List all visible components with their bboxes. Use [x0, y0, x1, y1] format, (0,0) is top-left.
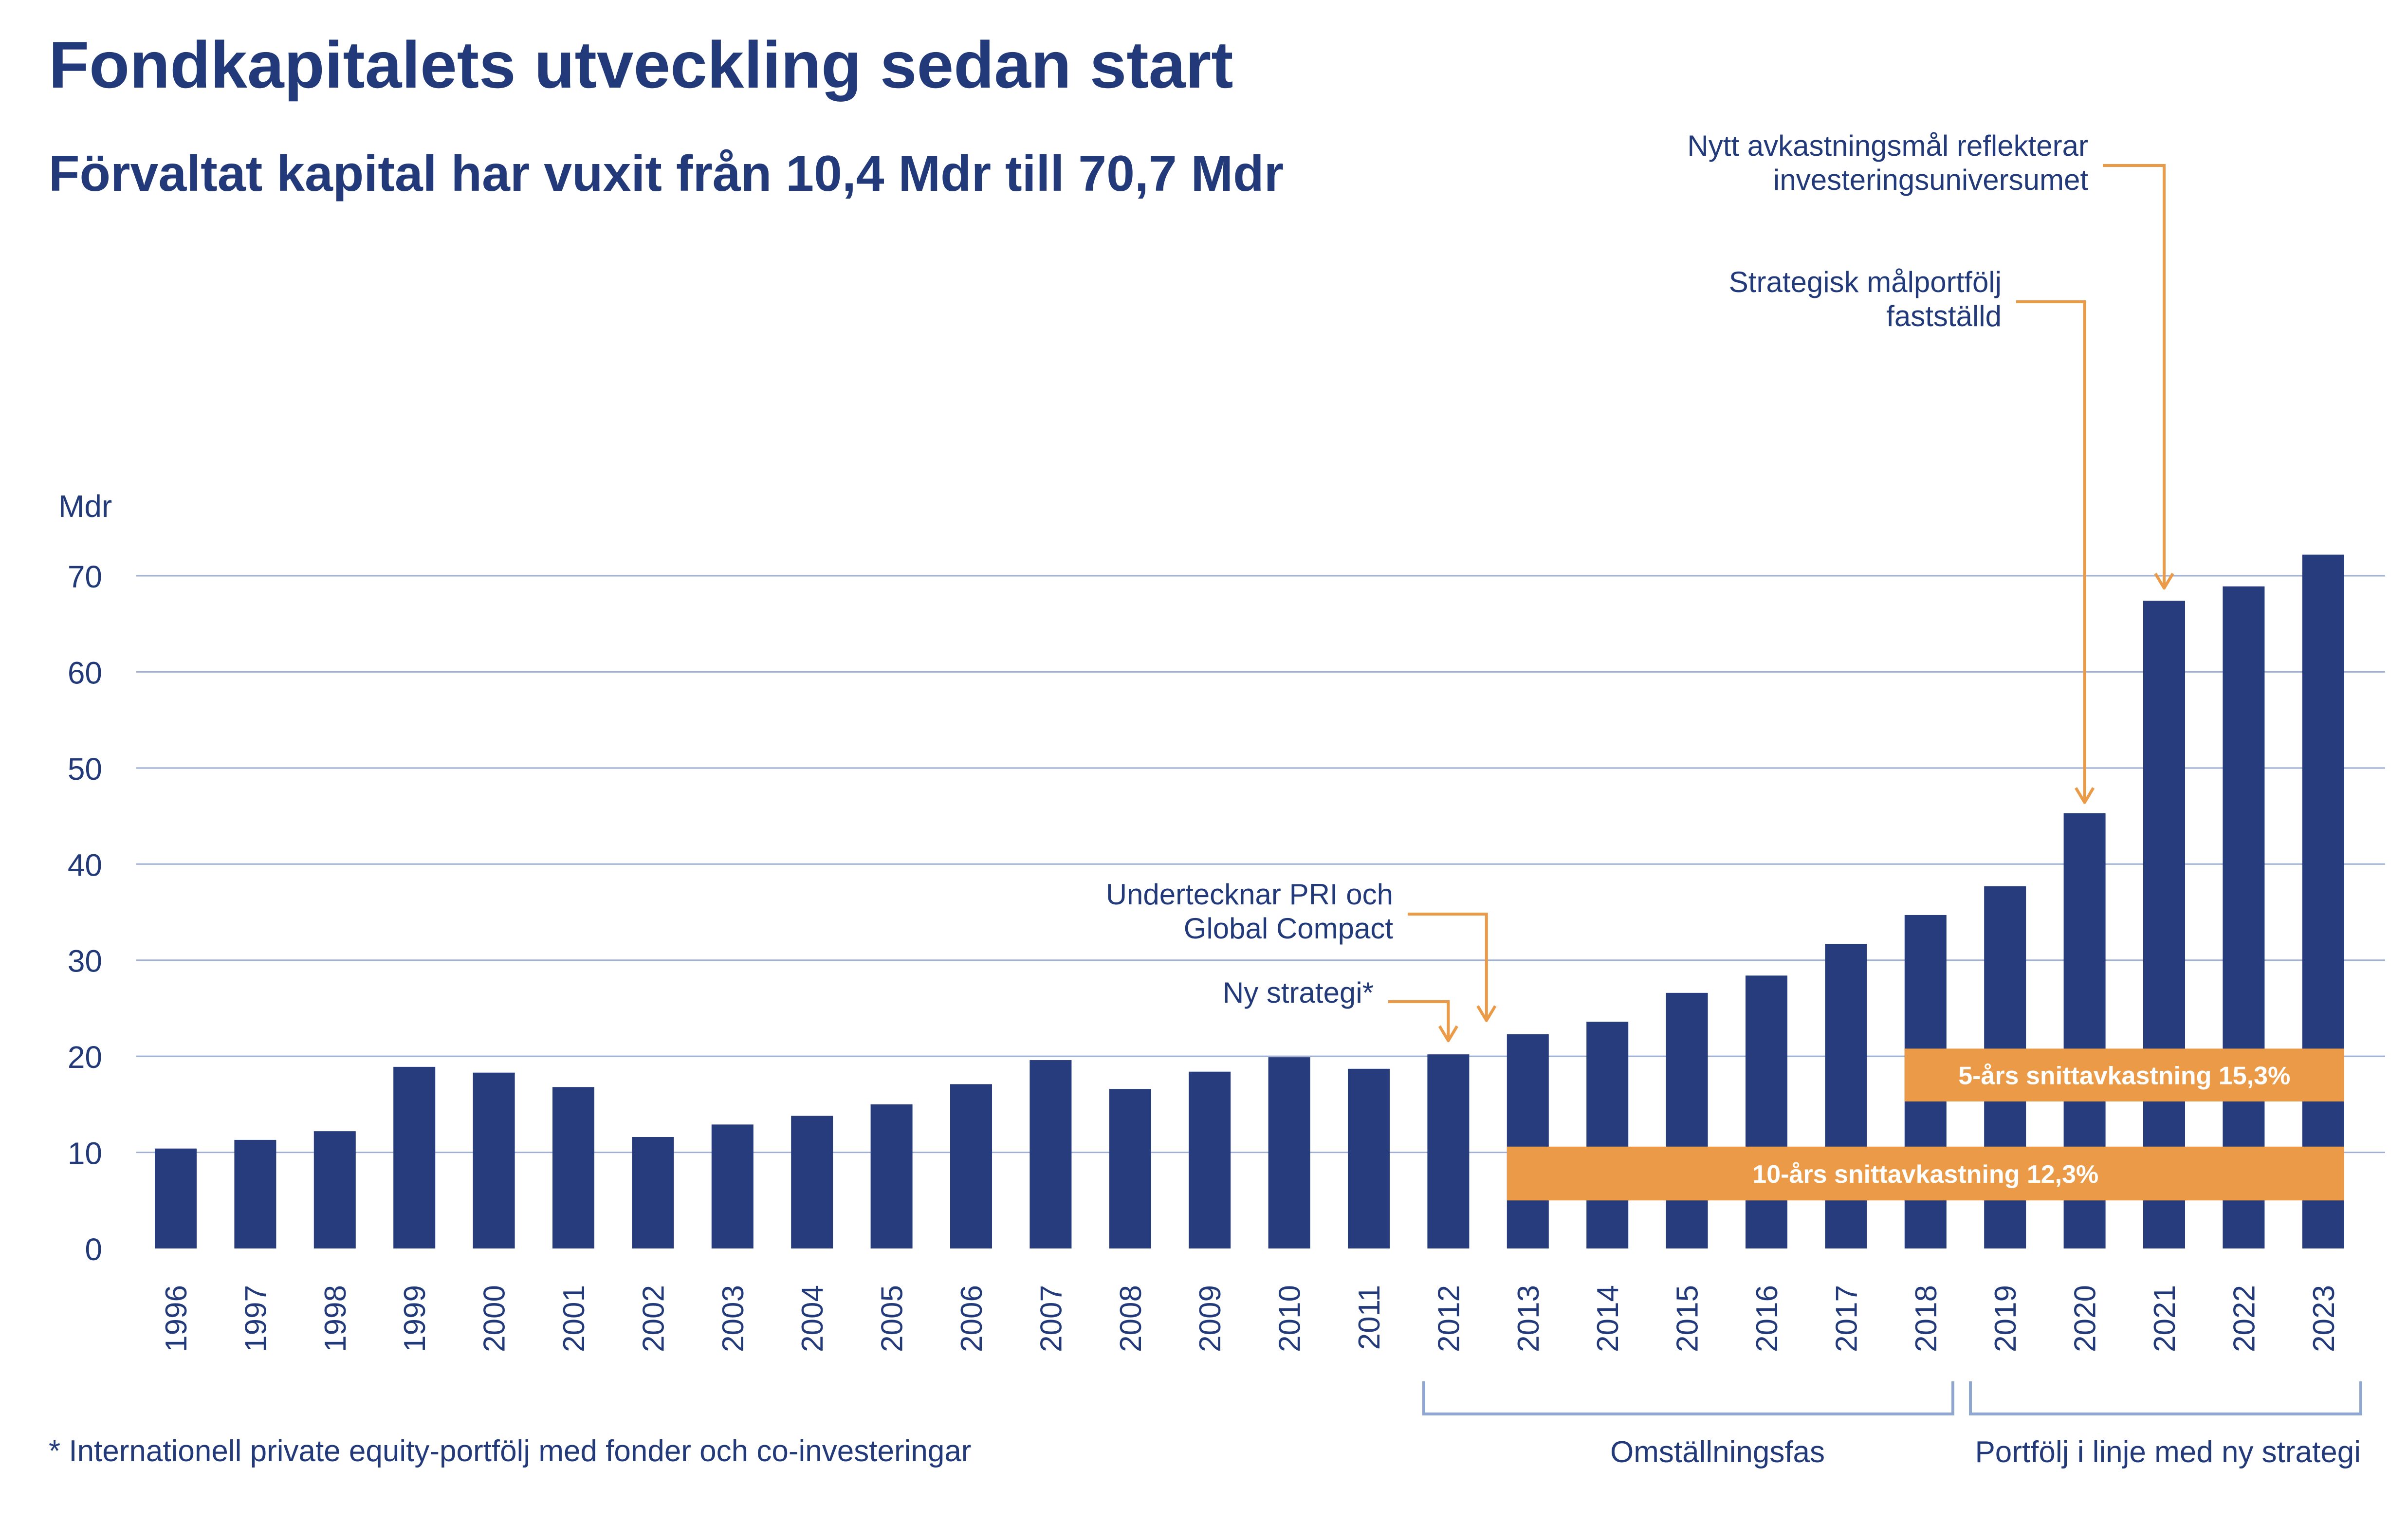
- x-tick-2000: 2000: [478, 1285, 512, 1352]
- period-brackets: Omställningsfas Portfölj i linje med ny s…: [1422, 1381, 2362, 1469]
- annotation-pri: Undertecknar PRI och Global Compact: [1106, 878, 1394, 945]
- x-tick-1997: 1997: [239, 1285, 273, 1352]
- x-tick-2016: 2016: [1750, 1285, 1784, 1352]
- annotation-ny-strategi: Ny strategi*: [1223, 976, 1374, 1009]
- bar-2002: [632, 1137, 674, 1248]
- x-tick-2021: 2021: [2148, 1285, 2182, 1352]
- x-tick-2011: 2011: [1353, 1285, 1386, 1350]
- return-bands: 5-års snittavkastning 15,3% 10-års snitta…: [1507, 1048, 2344, 1201]
- annotation-arrow-ny-strategi: [1388, 1000, 1458, 1043]
- y-tick-0: 0: [85, 1232, 102, 1267]
- return-band-0: [1904, 1048, 2344, 1101]
- y-axis-label: Mdr: [58, 489, 112, 524]
- bar-2005: [870, 1104, 913, 1248]
- bar-1997: [234, 1139, 276, 1248]
- bar-2016: [1746, 975, 1787, 1248]
- x-tick-2007: 2007: [1034, 1285, 1068, 1352]
- x-tick-2012: 2012: [1432, 1285, 1466, 1352]
- x-tick-1999: 1999: [398, 1285, 432, 1352]
- bar-2017: [1825, 944, 1867, 1248]
- annotation-arrow-malportfolj: [2016, 300, 2095, 804]
- x-tick-2018: 2018: [1910, 1285, 1943, 1352]
- bar-2012: [1427, 1054, 1470, 1248]
- bar-2004: [791, 1116, 833, 1248]
- y-tick-40: 40: [68, 847, 102, 882]
- period-bracket-1: [1969, 1381, 2362, 1415]
- annotation-malportfolj: Strategisk målportfölj fastställd: [1729, 266, 2002, 332]
- bar-2013: [1507, 1034, 1549, 1248]
- period-bracket-0: [1422, 1381, 1954, 1415]
- bar-2003: [711, 1124, 754, 1248]
- return-band-1: [1507, 1146, 2344, 1201]
- x-tick-1996: 1996: [160, 1285, 193, 1352]
- bar-2001: [552, 1087, 594, 1248]
- bar-2009: [1189, 1071, 1231, 1248]
- bar-2015: [1666, 992, 1708, 1248]
- annotations: Ny strategi* Undertecknar PRI och Global C…: [1106, 129, 2174, 1043]
- y-tick-70: 70: [68, 559, 102, 594]
- x-tick-2023: 2023: [2307, 1285, 2341, 1352]
- x-tick-labels: 1996 1997 1998 1999 2000 2001 2002 2003 2004 2005…: [160, 1285, 2341, 1352]
- y-tick-60: 60: [68, 655, 102, 690]
- x-tick-2002: 2002: [637, 1285, 670, 1352]
- period-label-0: Omställningsfas: [1610, 1435, 1825, 1469]
- period-label-1: Portfölj i linje med ny strategi: [1975, 1435, 2361, 1469]
- x-tick-2009: 2009: [1194, 1285, 1227, 1352]
- y-tick-20: 20: [68, 1040, 102, 1075]
- return-band-label-0: 5-års snittavkastning 15,3%: [1958, 1062, 2290, 1090]
- bar-1996: [155, 1148, 197, 1248]
- bar-2008: [1109, 1089, 1151, 1248]
- y-tick-labels: 0 10 20 30 40 50 60 70: [68, 559, 102, 1267]
- x-tick-2001: 2001: [557, 1285, 591, 1352]
- footnote: * Internationell private equity-portfölj…: [49, 1434, 971, 1468]
- x-tick-2014: 2014: [1591, 1285, 1625, 1352]
- bar-2021: [2143, 601, 2185, 1248]
- gridlines: [136, 575, 2385, 1154]
- x-tick-2010: 2010: [1273, 1285, 1307, 1352]
- bar-2011: [1348, 1068, 1390, 1248]
- bar-2023: [2302, 554, 2344, 1248]
- page-title: Fondkapitalets utveckling sedan start: [49, 28, 1233, 102]
- bar-2022: [2223, 586, 2265, 1248]
- x-tick-2015: 2015: [1671, 1285, 1705, 1352]
- x-tick-2022: 2022: [2227, 1285, 2261, 1352]
- x-tick-1998: 1998: [319, 1285, 352, 1352]
- bar-2007: [1029, 1060, 1072, 1248]
- bar-1999: [393, 1066, 436, 1248]
- x-tick-2019: 2019: [1989, 1285, 2022, 1352]
- page-subtitle: Förvaltat kapital har vuxit från 10,4 Md…: [49, 146, 1284, 202]
- return-band-label-1: 10-års snittavkastning 12,3%: [1752, 1160, 2098, 1189]
- bar-2000: [473, 1072, 515, 1248]
- y-tick-30: 30: [68, 944, 102, 979]
- x-tick-2003: 2003: [717, 1285, 750, 1352]
- x-tick-2004: 2004: [796, 1285, 829, 1352]
- bar-2014: [1586, 1022, 1629, 1248]
- annotation-arrow-avkastningsmal: [2103, 164, 2174, 590]
- y-tick-10: 10: [68, 1136, 102, 1171]
- bar-2010: [1268, 1057, 1310, 1248]
- annotation-arrow-pri: [1408, 913, 1497, 1022]
- y-tick-50: 50: [68, 752, 102, 787]
- x-tick-2017: 2017: [1830, 1285, 1863, 1352]
- x-tick-2006: 2006: [955, 1285, 989, 1352]
- x-tick-2020: 2020: [2069, 1285, 2102, 1352]
- bar-2006: [950, 1084, 992, 1248]
- x-tick-2013: 2013: [1512, 1285, 1545, 1352]
- bar-1998: [313, 1131, 356, 1248]
- x-tick-2005: 2005: [876, 1285, 909, 1352]
- annotation-avkastningsmal: Nytt avkastningsmål reflekterar investeri…: [1687, 129, 2088, 196]
- x-tick-2008: 2008: [1114, 1285, 1148, 1352]
